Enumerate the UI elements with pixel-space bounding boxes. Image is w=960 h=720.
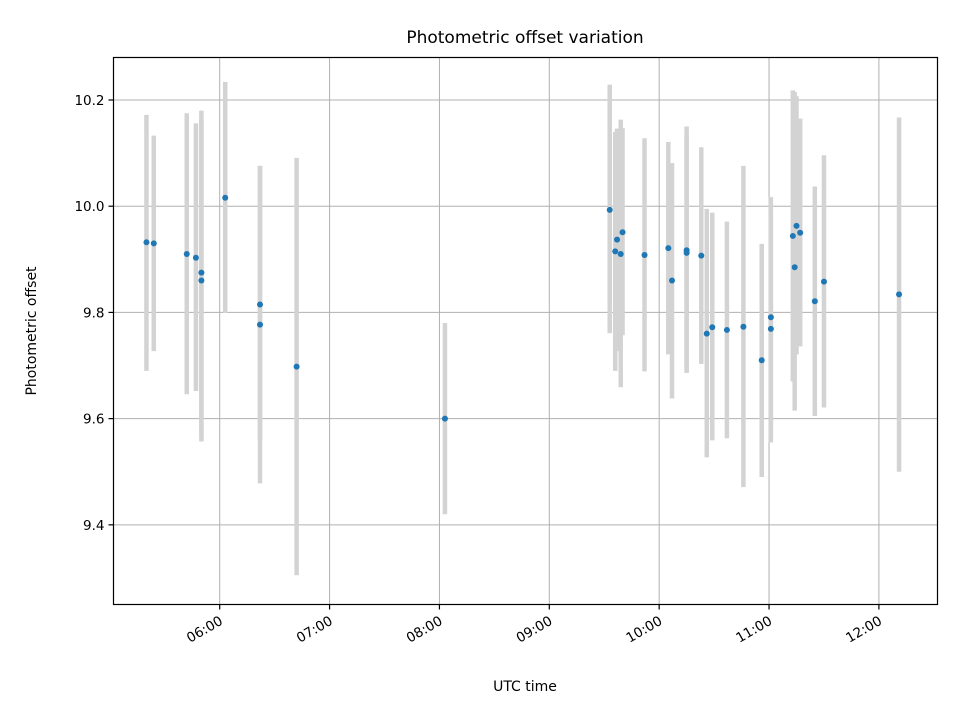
data-point bbox=[793, 222, 800, 229]
data-points bbox=[143, 194, 903, 422]
data-point bbox=[183, 250, 190, 257]
data-point bbox=[192, 254, 199, 261]
y-axis-label: Photometric offset bbox=[24, 266, 40, 396]
x-tick-label: 08:00 bbox=[404, 613, 446, 646]
chart-title: Photometric offset variation bbox=[406, 28, 643, 48]
data-point bbox=[606, 206, 613, 213]
x-tick-label: 09:00 bbox=[514, 613, 556, 646]
data-point bbox=[665, 245, 672, 252]
data-point bbox=[222, 194, 229, 201]
data-point bbox=[198, 269, 205, 276]
data-point bbox=[811, 298, 818, 305]
y-tick-label: 9.4 bbox=[83, 518, 104, 534]
data-point bbox=[612, 248, 619, 255]
data-point bbox=[896, 291, 903, 298]
data-point bbox=[767, 314, 774, 321]
data-point bbox=[441, 415, 448, 422]
data-point bbox=[698, 252, 705, 259]
data-point bbox=[723, 326, 730, 333]
data-point bbox=[709, 324, 716, 331]
y-tick-label: 9.8 bbox=[83, 305, 104, 321]
data-point bbox=[619, 229, 626, 236]
x-tick-label: 06:00 bbox=[184, 613, 226, 646]
x-tick-label: 10:00 bbox=[623, 613, 665, 646]
y-tick-label: 9.6 bbox=[83, 412, 104, 428]
data-point bbox=[150, 240, 157, 247]
data-point bbox=[758, 357, 765, 364]
data-point bbox=[614, 236, 621, 243]
data-point bbox=[293, 363, 300, 370]
x-tick-label: 12:00 bbox=[843, 613, 885, 646]
x-tick-label: 11:00 bbox=[733, 613, 775, 646]
data-point bbox=[198, 277, 205, 284]
plot-frame bbox=[112, 56, 939, 606]
data-point bbox=[641, 252, 648, 259]
data-point bbox=[143, 239, 150, 246]
error-bars bbox=[144, 81, 902, 576]
data-point bbox=[668, 277, 675, 284]
data-point bbox=[820, 278, 827, 285]
data-point bbox=[256, 321, 263, 328]
data-point bbox=[703, 330, 710, 337]
data-point bbox=[789, 232, 796, 239]
data-point bbox=[797, 229, 804, 236]
data-point bbox=[740, 323, 747, 330]
y-tick-label: 10.0 bbox=[74, 199, 104, 215]
x-tick-label: 07:00 bbox=[294, 613, 336, 646]
y-tick-label: 10.2 bbox=[74, 93, 104, 109]
data-point bbox=[256, 301, 263, 308]
data-point bbox=[617, 250, 624, 257]
data-point bbox=[791, 264, 798, 271]
data-point bbox=[767, 325, 774, 332]
data-point bbox=[683, 249, 690, 256]
x-axis-label: UTC time bbox=[493, 679, 557, 695]
